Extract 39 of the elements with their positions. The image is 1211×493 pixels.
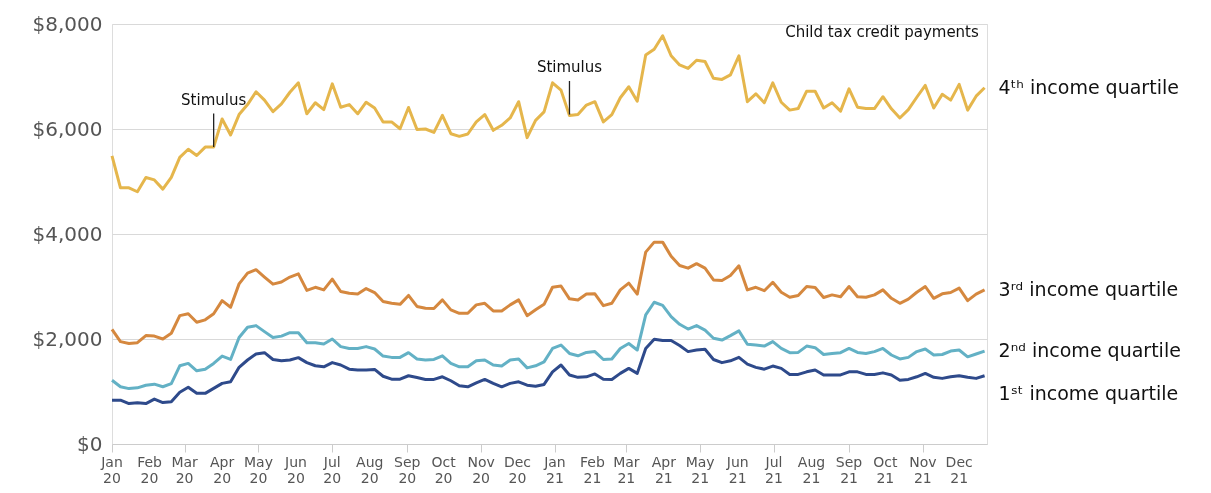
y-tick-label: $2,000 bbox=[32, 326, 103, 351]
annotation: Stimulus bbox=[536, 57, 603, 76]
x-tick-label: Dec 20 bbox=[503, 454, 531, 486]
line-series bbox=[110, 240, 987, 345]
x-tick-label: Sep 20 bbox=[394, 454, 421, 486]
x-tick-label: Jan 20 bbox=[100, 454, 123, 486]
x-tick-label: Dec 21 bbox=[945, 454, 973, 486]
x-tick-label: Mar 20 bbox=[171, 454, 199, 486]
x-tick-label: May 21 bbox=[685, 454, 715, 486]
line-series bbox=[110, 337, 987, 406]
x-tick-label: May 20 bbox=[243, 454, 273, 486]
x-tick-label: Jul 20 bbox=[322, 454, 342, 486]
line-series bbox=[110, 300, 987, 391]
x-tick-label: Jul 21 bbox=[764, 454, 783, 486]
x-tick-label: Jun 20 bbox=[284, 454, 307, 486]
x-tick-label: Oct 20 bbox=[431, 454, 457, 486]
x-tick-label: Feb 20 bbox=[137, 454, 163, 486]
x-tick-label: Oct 21 bbox=[873, 454, 898, 486]
y-tick-label: $0 bbox=[77, 431, 103, 456]
x-tick-label: Jun 21 bbox=[725, 454, 749, 486]
x-tick-label: Mar 21 bbox=[613, 454, 640, 486]
x-tick-label: Feb 21 bbox=[580, 454, 605, 486]
series-label: 4ᵗʰ income quartile bbox=[998, 75, 1179, 98]
x-tick-label: Aug 20 bbox=[356, 454, 384, 486]
x-tick-label: Apr 20 bbox=[210, 454, 235, 486]
x-tick-label: Aug 21 bbox=[797, 454, 826, 486]
y-tick-label: $6,000 bbox=[32, 116, 103, 141]
series-label: 1ˢᵗ income quartile bbox=[998, 381, 1179, 404]
x-tick-label: Apr 21 bbox=[651, 454, 677, 486]
annotation: Stimulus bbox=[181, 90, 247, 109]
series-label: 2ⁿᵈ income quartile bbox=[998, 339, 1181, 362]
y-tick-label: $4,000 bbox=[32, 221, 103, 246]
y-tick-label: $8,000 bbox=[32, 11, 103, 36]
series-label: 3ʳᵈ income quartile bbox=[998, 277, 1179, 300]
x-tick-label: Sep 21 bbox=[835, 454, 863, 486]
annotation: Child tax credit payments bbox=[785, 23, 979, 41]
x-tick-label: Jan 21 bbox=[543, 454, 566, 486]
x-tick-label: Nov 21 bbox=[909, 454, 937, 486]
x-tick-label: Nov 20 bbox=[467, 454, 495, 486]
